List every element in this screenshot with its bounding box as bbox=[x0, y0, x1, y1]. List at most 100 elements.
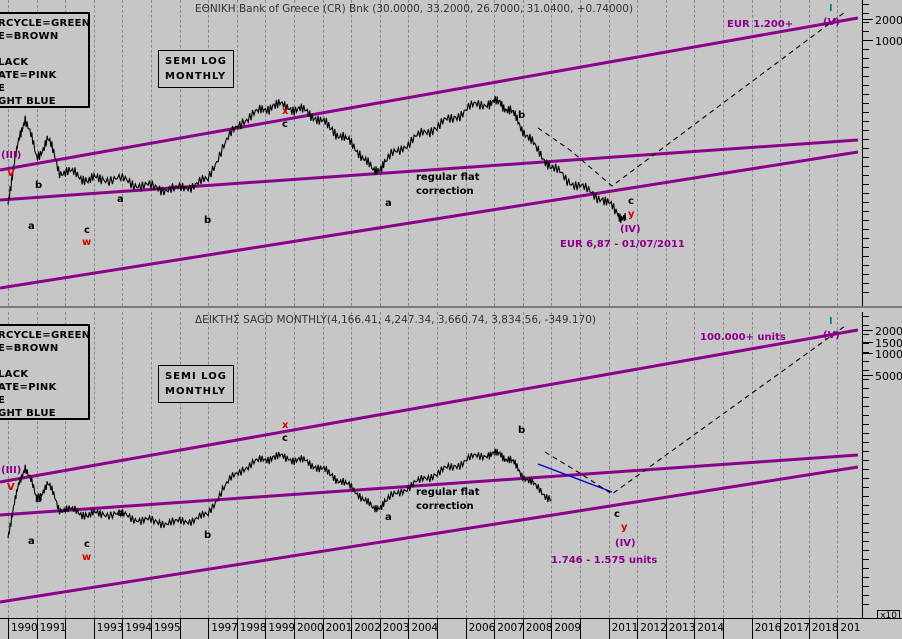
date-tick bbox=[694, 619, 696, 639]
wave-label-iv: (IV) bbox=[620, 224, 641, 235]
wave-label-c: c bbox=[614, 509, 620, 520]
date-tick bbox=[122, 619, 124, 639]
date-tick bbox=[379, 619, 381, 639]
date-tick bbox=[808, 619, 810, 639]
axis-tick-major bbox=[862, 353, 873, 354]
gridline-2011 bbox=[608, 0, 610, 306]
date-tick bbox=[723, 619, 724, 639]
gridline-1994 bbox=[122, 312, 124, 618]
date-tick bbox=[351, 619, 353, 639]
axis-tick bbox=[862, 157, 869, 158]
axis-tick bbox=[862, 22, 869, 23]
date-label-2000: 2000 bbox=[297, 622, 324, 634]
axis-tick bbox=[862, 103, 869, 104]
upper-channel-line-mid bbox=[0, 138, 858, 202]
xaxis-top-gridlines bbox=[0, 610, 902, 618]
wave-label-c: c bbox=[84, 539, 90, 550]
gridline-2012 bbox=[637, 0, 639, 306]
date-label-2014: 2014 bbox=[697, 622, 725, 634]
gridline-stub bbox=[808, 610, 810, 618]
lower-semilog-badge: SEMI LOG MONTHLY bbox=[158, 365, 234, 403]
axis-tick bbox=[862, 433, 869, 434]
gridline-2013 bbox=[665, 312, 667, 618]
upper-chart-panel[interactable]: ΕΘΝΙΚΗ Bank of Greece (CR) Bnk (30.0000,… bbox=[0, 0, 902, 306]
wave-label-a: a bbox=[385, 198, 392, 209]
gridline-2018 bbox=[808, 0, 810, 306]
wave-label-regular-flat: regular flat bbox=[416, 487, 480, 498]
date-label-2017: 2017 bbox=[783, 622, 810, 634]
wave-label-w: w bbox=[82, 237, 92, 248]
gridline-2010 bbox=[580, 312, 581, 618]
axis-tick bbox=[862, 229, 869, 230]
gridline-1997 bbox=[208, 0, 210, 306]
wave-label-b: b bbox=[204, 215, 212, 226]
axis-tick bbox=[862, 568, 869, 569]
panel-divider bbox=[0, 306, 902, 308]
gridline-stub bbox=[408, 610, 410, 618]
axis-tick bbox=[862, 193, 869, 194]
gridline-stub bbox=[494, 610, 496, 618]
axis-tick bbox=[862, 247, 869, 248]
date-label-2003: 2003 bbox=[382, 622, 410, 634]
semilog-line2: MONTHLY bbox=[165, 71, 227, 82]
gridline-2007 bbox=[494, 0, 496, 306]
date-label-1999: 1999 bbox=[268, 622, 296, 634]
legend-line-5: E bbox=[0, 83, 6, 94]
date-axis[interactable]: 1990 1991 1993 1994 1995 1997 1998 1999 2000 2001… bbox=[0, 618, 902, 639]
wave-label-c: c bbox=[628, 196, 634, 207]
upper-plot-area[interactable]: ΕΘΝΙΚΗ Bank of Greece (CR) Bnk (30.0000,… bbox=[0, 0, 858, 306]
date-tick bbox=[36, 619, 38, 639]
axis-tick bbox=[862, 49, 869, 50]
gridline-1991 bbox=[36, 0, 38, 306]
axis-tick bbox=[862, 487, 869, 488]
gridline-stub bbox=[8, 610, 9, 618]
gridline-stub bbox=[236, 610, 238, 618]
wave-label-correction: correction bbox=[416, 186, 474, 197]
gridline-1991 bbox=[36, 312, 38, 618]
date-label-1993: 1993 bbox=[96, 622, 124, 634]
wave-label-v: V bbox=[7, 168, 15, 179]
gridline-2003 bbox=[379, 312, 381, 618]
date-label-1995: 1995 bbox=[154, 622, 181, 634]
lower-chart-panel[interactable]: ΔΕΙΚΤΗΣ SAGD MONTHLY(4,166.41, 4,247.34,… bbox=[0, 312, 902, 618]
gridline-stub bbox=[837, 610, 839, 618]
gridline-2002 bbox=[351, 312, 353, 618]
axis-tick bbox=[862, 58, 869, 59]
axis-tick bbox=[862, 559, 869, 560]
gridline-stub bbox=[351, 610, 353, 618]
upper-chart-svg bbox=[0, 11, 858, 290]
upper-chart-title: ΕΘΝΙΚΗ Bank of Greece (CR) Bnk (30.0000,… bbox=[195, 3, 634, 15]
gridline-stub bbox=[179, 610, 181, 618]
axis-tick-major bbox=[862, 342, 873, 343]
lower-index-axis[interactable]: 200001500010000 5000 bbox=[858, 312, 902, 618]
semilog-line1: SEMI LOG bbox=[165, 56, 227, 67]
lower-plot-area[interactable]: ΔΕΙΚΤΗΣ SAGD MONTHLY(4,166.41, 4,247.34,… bbox=[0, 312, 858, 618]
gridline-2018 bbox=[808, 312, 810, 618]
axis-tick bbox=[862, 469, 869, 470]
date-tick bbox=[179, 619, 181, 639]
lower-channel-line-bottom bbox=[0, 465, 858, 604]
gridline-stub bbox=[465, 610, 467, 618]
gridline-2016 bbox=[751, 312, 753, 618]
lower-chart-title: ΔΕΙΚΤΗΣ SAGD MONTHLY(4,166.41, 4,247.34,… bbox=[195, 314, 596, 326]
date-label-1997: 1997 bbox=[211, 622, 238, 634]
gridline-2016 bbox=[751, 0, 753, 306]
axis-tick-major bbox=[862, 330, 873, 331]
gridline-1990 bbox=[8, 312, 9, 618]
date-tick bbox=[437, 619, 438, 639]
date-label-201: 201 bbox=[840, 622, 861, 634]
date-label-2013: 2013 bbox=[668, 622, 696, 634]
legend-line-5: E bbox=[0, 395, 6, 406]
axis-tick bbox=[862, 397, 869, 398]
date-tick bbox=[665, 619, 667, 639]
date-tick bbox=[751, 619, 753, 639]
axis-tick bbox=[862, 13, 869, 14]
upper-price-axis[interactable]: 2000 1000 bbox=[858, 0, 902, 306]
axis-tick bbox=[862, 460, 869, 461]
axis-label-1000: 1000 bbox=[875, 35, 902, 48]
date-label-2002: 2002 bbox=[354, 622, 381, 634]
gridline-1996 bbox=[179, 312, 181, 618]
axis-tick bbox=[862, 478, 869, 479]
legend-line-0: RCYCLE=GREEN bbox=[0, 330, 91, 341]
wave-label-y: y bbox=[621, 522, 628, 533]
